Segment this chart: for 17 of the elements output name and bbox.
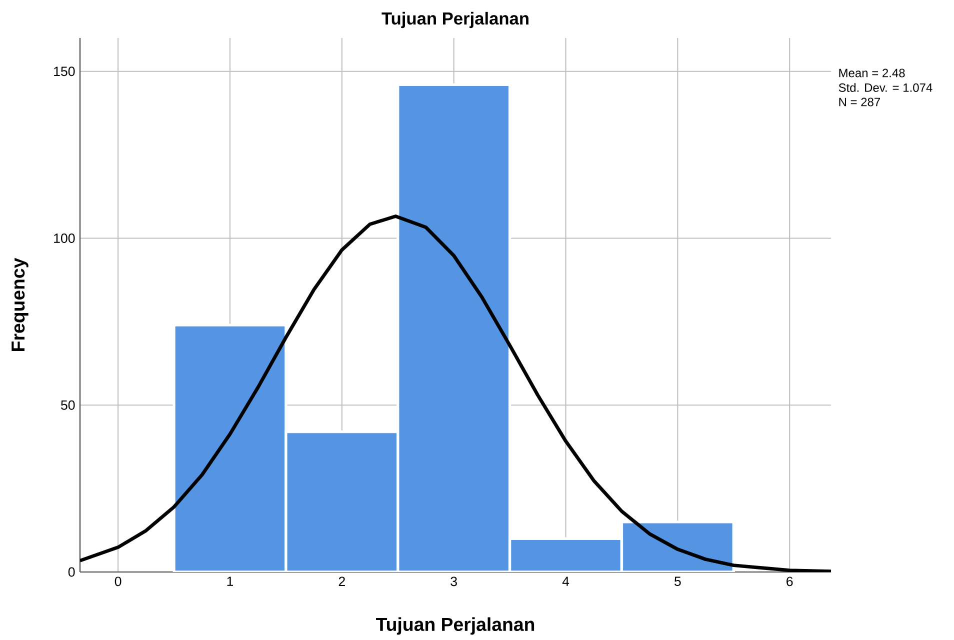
y-axis-title: Frequency: [12, 258, 28, 351]
x-tick-label: 1: [227, 576, 234, 586]
x-tick-label: 0: [114, 576, 122, 586]
x-tick-label: 4: [562, 576, 570, 586]
y-tick-label: 50: [61, 400, 75, 410]
text: N = 287: [839, 98, 880, 106]
x-tick-label: 3: [450, 576, 457, 586]
text: Mean = 2.48: [839, 68, 905, 78]
x-tick-label: 5: [674, 576, 681, 586]
chart-title: Tujuan Perjalanan: [382, 12, 528, 28]
y-tick-label: 150: [54, 66, 75, 76]
y-tick-label: 100: [54, 234, 75, 243]
x-tick-label: 2: [338, 576, 345, 586]
x-axis-title: Tujuan Perjalanan: [376, 617, 534, 635]
x-tick-label: 6: [786, 576, 793, 586]
text: Std. Dev. = 1.074: [838, 83, 932, 92]
y-tick-label: 0: [68, 567, 75, 577]
